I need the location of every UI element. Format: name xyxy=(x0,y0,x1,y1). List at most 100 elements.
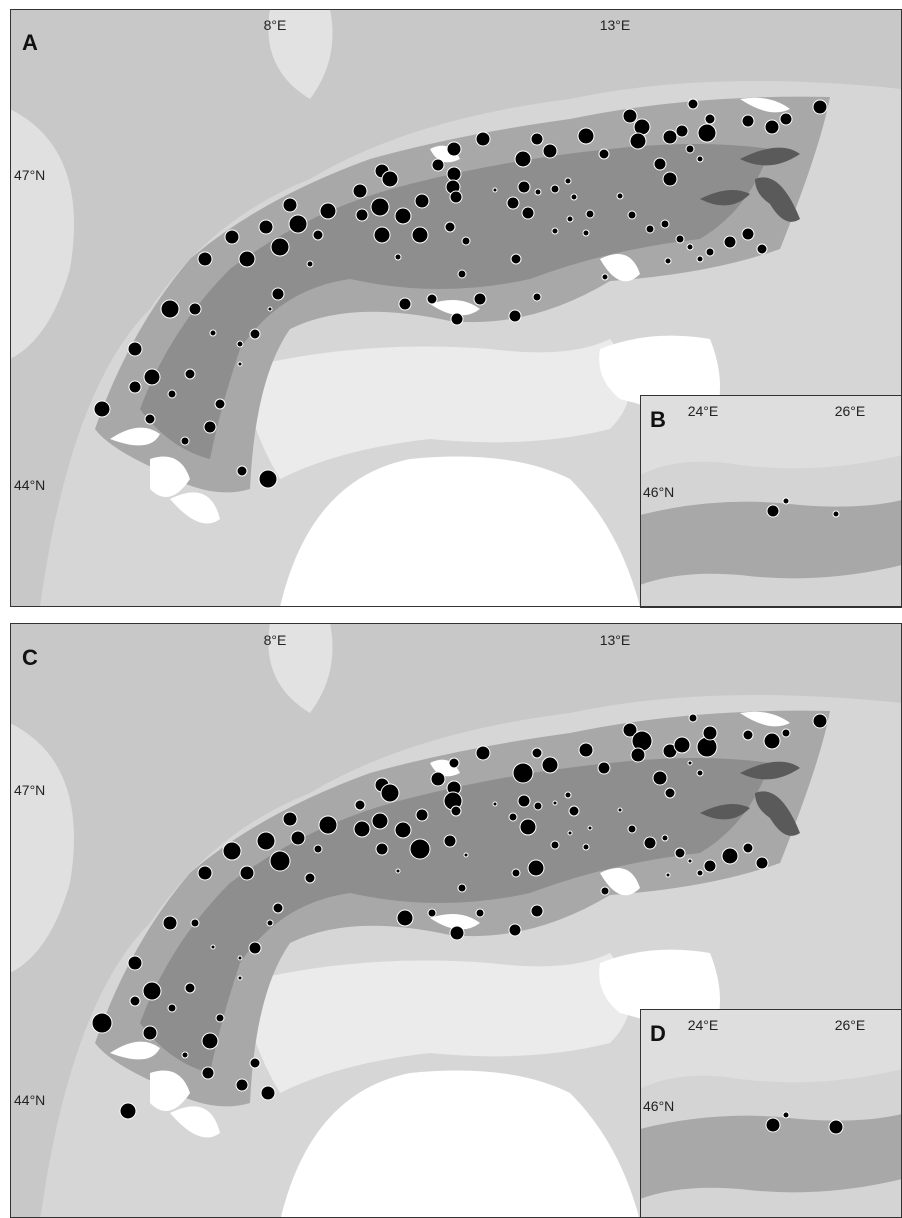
panel-b xyxy=(640,395,902,607)
occurrence-dot xyxy=(374,227,390,243)
occurrence-dot xyxy=(307,261,313,267)
occurrence-dot xyxy=(663,130,677,144)
occurrence-dot xyxy=(273,903,283,913)
occurrence-dot xyxy=(447,142,461,156)
occurrence-dot xyxy=(569,806,579,816)
occurrence-dot xyxy=(688,859,692,863)
occurrence-dot xyxy=(128,342,142,356)
occurrence-dot xyxy=(829,1120,843,1134)
x-tick-label: 26°E xyxy=(835,1017,866,1033)
occurrence-dot xyxy=(249,942,261,954)
occurrence-dot xyxy=(528,860,544,876)
occurrence-dot xyxy=(833,511,839,517)
occurrence-dot xyxy=(237,466,247,476)
occurrence-dot xyxy=(654,158,666,170)
x-tick-label: 24°E xyxy=(688,403,719,419)
occurrence-dot xyxy=(185,369,195,379)
occurrence-dot xyxy=(518,795,530,807)
occurrence-dot xyxy=(630,133,646,149)
occurrence-dot xyxy=(272,288,284,300)
occurrence-dot xyxy=(143,1026,157,1040)
y-tick-label: 47°N xyxy=(14,167,45,183)
occurrence-dot xyxy=(238,976,242,980)
occurrence-dot xyxy=(813,100,827,114)
occurrence-dot xyxy=(688,761,692,765)
occurrence-dot xyxy=(698,124,716,142)
occurrence-dot xyxy=(676,235,684,243)
occurrence-dot xyxy=(553,801,557,805)
occurrence-dot xyxy=(168,390,176,398)
occurrence-dot xyxy=(661,220,669,228)
occurrence-dot xyxy=(313,230,323,240)
occurrence-dot xyxy=(676,125,688,137)
occurrence-dot xyxy=(617,193,623,199)
panel-d xyxy=(640,1009,902,1218)
occurrence-dot xyxy=(703,726,717,740)
occurrence-dot xyxy=(395,822,411,838)
occurrence-dot xyxy=(634,119,650,135)
occurrence-dot xyxy=(250,329,260,339)
occurrence-dot xyxy=(198,252,212,266)
occurrence-dot xyxy=(216,1014,224,1022)
occurrence-dot xyxy=(493,802,497,806)
occurrence-dot xyxy=(783,498,789,504)
occurrence-dot xyxy=(259,470,277,488)
occurrence-dot xyxy=(444,835,456,847)
occurrence-dot xyxy=(551,185,559,193)
figure: A8°E13°E47°N44°NC8°E13°E47°N44°NB24°E26°… xyxy=(0,0,902,1218)
occurrence-dot xyxy=(211,945,215,949)
occurrence-dot xyxy=(565,178,571,184)
occurrence-dot xyxy=(410,839,430,859)
occurrence-dot xyxy=(161,300,179,318)
x-tick-label: 8°E xyxy=(264,17,287,33)
occurrence-dot xyxy=(320,203,336,219)
occurrence-dot xyxy=(507,197,519,209)
occurrence-dot xyxy=(476,746,490,760)
occurrence-dot xyxy=(766,1118,780,1132)
occurrence-dot xyxy=(371,198,389,216)
occurrence-dot xyxy=(706,248,714,256)
occurrence-dot xyxy=(598,762,610,774)
occurrence-dot xyxy=(571,194,577,200)
occurrence-dot xyxy=(268,307,272,311)
occurrence-dot xyxy=(210,330,216,336)
occurrence-dot xyxy=(522,207,534,219)
occurrence-dot xyxy=(450,926,464,940)
occurrence-dot xyxy=(450,191,462,203)
occurrence-dot xyxy=(239,251,255,267)
occurrence-dot xyxy=(532,748,542,758)
occurrence-dot xyxy=(742,228,754,240)
occurrence-dot xyxy=(447,167,461,181)
x-tick-label: 8°E xyxy=(264,632,287,648)
occurrence-dot xyxy=(602,274,608,280)
occurrence-dot xyxy=(415,194,429,208)
occurrence-dot xyxy=(283,198,297,212)
occurrence-dot xyxy=(764,733,780,749)
occurrence-dot xyxy=(618,808,622,812)
occurrence-dot xyxy=(628,211,636,219)
occurrence-dot xyxy=(92,1013,112,1033)
occurrence-dot xyxy=(270,851,290,871)
occurrence-dot xyxy=(780,113,792,125)
y-tick-label: 44°N xyxy=(14,477,45,493)
occurrence-dot xyxy=(185,983,195,993)
x-tick-label: 24°E xyxy=(688,1017,719,1033)
occurrence-dot xyxy=(144,369,160,385)
occurrence-dot xyxy=(653,771,667,785)
occurrence-dot xyxy=(451,806,461,816)
occurrence-dot xyxy=(319,816,337,834)
occurrence-dot xyxy=(509,813,517,821)
occurrence-dot xyxy=(531,905,543,917)
occurrence-dot xyxy=(724,236,736,248)
occurrence-dot xyxy=(586,210,594,218)
panel-label: A xyxy=(22,30,38,55)
occurrence-dot xyxy=(399,298,411,310)
occurrence-dot xyxy=(225,230,239,244)
occurrence-dot xyxy=(687,244,693,250)
occurrence-dot xyxy=(257,832,275,850)
occurrence-dot xyxy=(688,99,698,109)
occurrence-dot xyxy=(535,189,541,195)
occurrence-dot xyxy=(583,230,589,236)
occurrence-dot xyxy=(646,225,654,233)
x-tick-label: 13°E xyxy=(600,632,631,648)
